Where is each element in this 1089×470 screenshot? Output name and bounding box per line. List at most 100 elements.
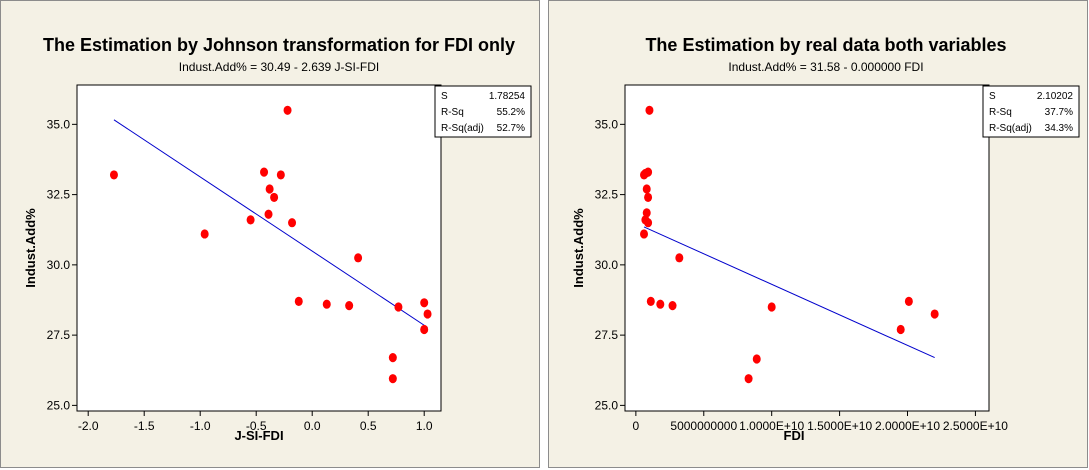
data-point [423,309,432,319]
x-tick-label: 2.5000E+10 [943,419,1008,433]
data-point [675,253,684,263]
data-point [644,218,653,228]
data-point [642,208,651,218]
x-axis-label: FDI [784,428,805,443]
stat-rsq-label: R-Sq [989,107,1012,118]
y-tick-label: 30.0 [595,258,619,272]
data-point [265,184,274,194]
data-point [270,192,279,203]
x-tick-label: -2.0 [78,419,99,433]
data-point [896,324,905,335]
scatter-chart-real-data: The Estimation by real data both variabl… [571,35,1080,443]
data-point [246,215,255,225]
chart-title: The Estimation by real data both variabl… [645,35,1006,55]
data-point [109,170,118,180]
x-tick-label: 1.5000E+10 [807,419,872,433]
data-point [260,167,269,177]
stats-box: S 2.10202 R-Sq 37.7% R-Sq(adj) 34.3% [982,85,1080,138]
data-points [640,105,939,384]
y-tick-label: 35.0 [47,117,71,131]
data-point [644,192,653,203]
y-tick-label: 32.5 [47,188,71,202]
stat-rsq-adj-label: R-Sq(adj) [441,123,484,134]
data-point [767,302,776,312]
data-point [388,374,397,384]
data-point [283,105,292,115]
data-point [276,170,285,180]
data-point [644,167,653,177]
x-tick-label: 1.0000E+10 [739,419,804,433]
regression-line [113,119,428,328]
x-tick-label: -1.5 [134,419,155,433]
data-point [744,374,753,384]
x-tick-label: 2.0000E+10 [875,419,940,433]
data-point [752,354,761,364]
data-points [109,105,432,384]
data-point [354,253,363,263]
y-tick-label: 27.5 [595,328,619,342]
stat-rsq-adj-value: 34.3% [1045,123,1073,134]
y-axis-label: Indust.Add% [23,208,38,288]
stat-s-label: S [989,91,996,102]
data-point [904,296,913,306]
stat-rsq-value: 55.2% [497,107,525,118]
y-tick-label: 25.0 [47,398,71,412]
x-axis-label: J-SI-FDI [234,428,283,443]
y-axis: 25.0 27.5 30.0 32.5 35.0 [47,117,77,412]
stat-s-value: 2.10202 [1037,91,1074,102]
data-point [668,301,677,311]
x-tick-label: 0.0 [304,419,321,433]
stats-box-frame [982,85,1080,138]
y-axis-label: Indust.Add% [571,208,586,288]
chart-title: The Estimation by Johnson transformation… [43,35,515,55]
stats-box: S 1.78254 R-Sq 55.2% R-Sq(adj) 52.7% [434,85,532,138]
data-point [645,105,654,115]
data-point [288,218,297,228]
data-point [642,184,651,194]
stat-s-value: 1.78254 [489,91,526,102]
data-point [420,324,429,335]
data-point [388,353,397,363]
chart-panel-johnson: The Estimation by Johnson transformation… [0,0,540,468]
regression-line [643,226,935,359]
plot-area [76,84,442,412]
x-tick-label: -1.0 [190,419,211,433]
data-point [656,299,665,309]
chart-panel-real-data: The Estimation by real data both variabl… [548,0,1088,468]
x-tick-label: -0.5 [246,419,267,433]
data-point [646,296,655,306]
data-point [930,309,939,319]
x-tick-label: 1.0 [416,419,433,433]
y-tick-label: 35.0 [595,117,619,131]
data-point [394,302,403,312]
data-point [322,299,331,309]
scatter-chart-johnson: The Estimation by Johnson transformation… [23,35,532,443]
y-tick-label: 27.5 [47,328,71,342]
x-axis: 0 5000000000 1.0000E+10 1.5000E+10 2.0000E+1… [633,411,1008,433]
y-tick-label: 32.5 [595,188,619,202]
y-axis: 25.0 27.5 30.0 32.5 35.0 [595,117,625,412]
y-tick-label: 25.0 [595,398,619,412]
data-point [264,209,273,219]
data-point [420,298,429,308]
x-tick-label: 0 [633,419,640,433]
fit-line-group [113,119,428,328]
chart-subtitle: Indust.Add% = 31.58 - 0.000000 FDI [728,60,923,74]
x-tick-label: 5000000000 [670,419,737,433]
stat-rsq-value: 37.7% [1045,107,1073,118]
data-point [200,229,209,239]
y-tick-label: 30.0 [47,258,71,272]
data-point [640,229,649,239]
stat-rsq-adj-label: R-Sq(adj) [989,123,1032,134]
chart-subtitle: Indust.Add% = 30.49 - 2.639 J-SI-FDI [179,60,379,74]
x-tick-label: 0.5 [360,419,377,433]
fit-line-group [643,226,935,359]
stat-rsq-label: R-Sq [441,107,464,118]
data-point [345,301,354,311]
stat-s-label: S [441,91,448,102]
stats-box-frame [434,85,532,138]
x-axis: -2.0 -1.5 -1.0 -0.5 0.0 0.5 1.0 [78,411,433,433]
stat-rsq-adj-value: 52.7% [497,123,525,134]
plot-area [624,84,990,412]
data-point [294,296,303,306]
